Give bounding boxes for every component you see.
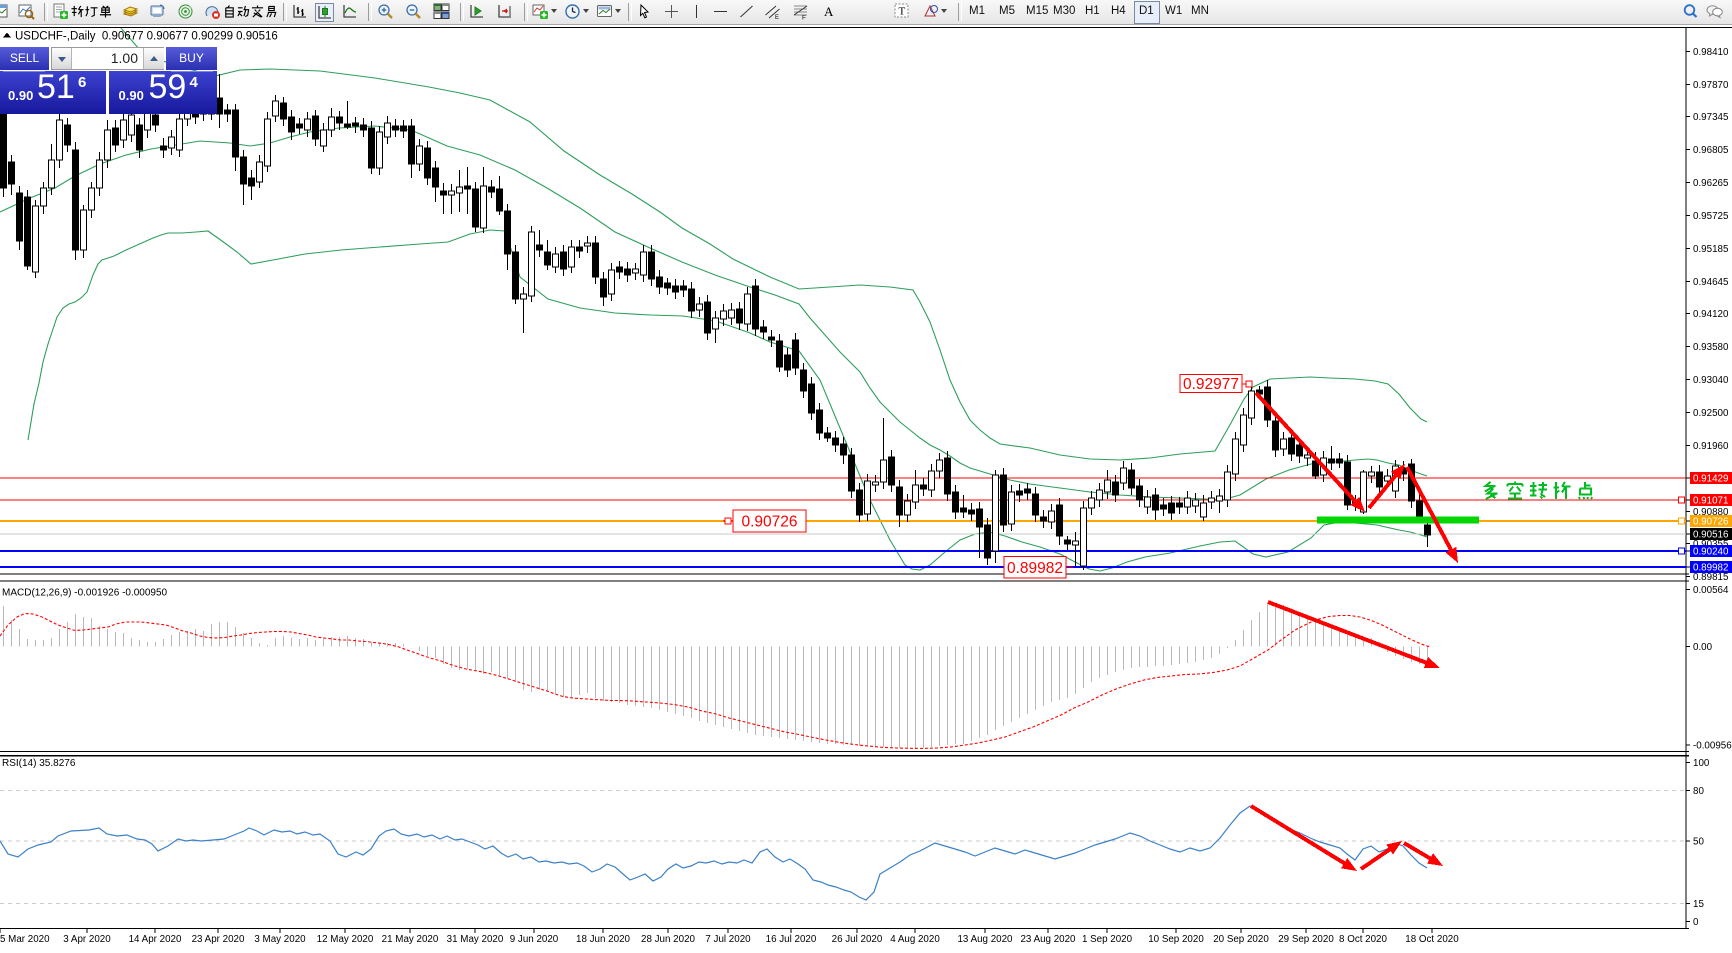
- svg-text:0.97345: 0.97345: [1693, 112, 1729, 123]
- svg-text:0.90355: 0.90355: [1693, 539, 1729, 550]
- svg-text:80: 80: [1693, 786, 1704, 797]
- svg-text:0.89815: 0.89815: [1693, 572, 1729, 583]
- svg-text:0.96805: 0.96805: [1693, 145, 1729, 156]
- svg-text:0.96265: 0.96265: [1693, 178, 1729, 189]
- svg-text:A: A: [824, 4, 834, 19]
- svg-text:0.90240: 0.90240: [1693, 547, 1729, 558]
- svg-text:4 Aug 2020: 4 Aug 2020: [890, 934, 940, 945]
- svg-text:20 Sep 2020: 20 Sep 2020: [1213, 934, 1269, 945]
- svg-text:0.90880: 0.90880: [1693, 507, 1729, 518]
- svg-text:0.89982: 0.89982: [1693, 563, 1728, 574]
- svg-text:28 Jun 2020: 28 Jun 2020: [641, 934, 695, 945]
- svg-text:0.90726: 0.90726: [1693, 517, 1729, 528]
- svg-text:18 Oct 2020: 18 Oct 2020: [1405, 934, 1459, 945]
- svg-text:0.91960: 0.91960: [1693, 441, 1729, 452]
- svg-text:0.91071: 0.91071: [1693, 496, 1728, 507]
- svg-text:31 May 2020: 31 May 2020: [447, 934, 504, 945]
- svg-text:0.00564: 0.00564: [1693, 585, 1729, 596]
- svg-text:50: 50: [1693, 836, 1704, 847]
- svg-text:8 Oct 2020: 8 Oct 2020: [1339, 934, 1387, 945]
- svg-text:100: 100: [1693, 758, 1710, 769]
- svg-text:F: F: [802, 15, 806, 21]
- svg-text:0.90726: 0.90726: [741, 514, 797, 531]
- svg-text:1 Sep 2020: 1 Sep 2020: [1082, 934, 1133, 945]
- svg-text:-0.009565: -0.009565: [1693, 741, 1732, 752]
- svg-text:0.94120: 0.94120: [1693, 309, 1729, 320]
- svg-text:5 Mar 2020: 5 Mar 2020: [0, 934, 50, 945]
- svg-text:0.90516: 0.90516: [1693, 530, 1729, 541]
- svg-text:14 Apr 2020: 14 Apr 2020: [129, 934, 182, 945]
- svg-text:0.93580: 0.93580: [1693, 342, 1729, 353]
- svg-text:12 May 2020: 12 May 2020: [317, 934, 374, 945]
- svg-text:MACD(12,26,9) -0.001926 -0.000: MACD(12,26,9) -0.001926 -0.000950: [2, 588, 168, 599]
- svg-text:3 Apr 2020: 3 Apr 2020: [63, 934, 111, 945]
- svg-text:3 May 2020: 3 May 2020: [254, 934, 306, 945]
- svg-text:0: 0: [1693, 917, 1699, 928]
- svg-text:0.92977: 0.92977: [1183, 376, 1239, 393]
- svg-text:0.97870: 0.97870: [1693, 80, 1729, 91]
- svg-text:26 Jul 2020: 26 Jul 2020: [832, 934, 883, 945]
- svg-text:0.93040: 0.93040: [1693, 375, 1729, 386]
- svg-text:0.00: 0.00: [1693, 642, 1713, 653]
- svg-text:15: 15: [1693, 899, 1704, 910]
- svg-text:RSI(14) 35.8276: RSI(14) 35.8276: [2, 758, 76, 769]
- svg-text:13 Aug 2020: 13 Aug 2020: [957, 934, 1013, 945]
- svg-text:T: T: [899, 6, 906, 18]
- svg-text:0.95725: 0.95725: [1693, 211, 1729, 222]
- svg-text:23 Aug 2020: 23 Aug 2020: [1020, 934, 1076, 945]
- svg-text:0.95185: 0.95185: [1693, 244, 1729, 255]
- svg-text:0.91429: 0.91429: [1693, 474, 1728, 485]
- svg-text:10 Sep 2020: 10 Sep 2020: [1148, 934, 1204, 945]
- svg-text:29 Sep 2020: 29 Sep 2020: [1278, 934, 1334, 945]
- svg-text:USDCHF-,Daily 0.90677 0.90677: USDCHF-,Daily 0.90677 0.90677 0.90299 0.…: [15, 31, 278, 43]
- svg-text:21 May 2020: 21 May 2020: [382, 934, 439, 945]
- svg-text:0.94645: 0.94645: [1693, 277, 1729, 288]
- svg-text:0.92500: 0.92500: [1693, 408, 1729, 419]
- svg-text:0.98410: 0.98410: [1693, 47, 1729, 58]
- svg-text:9 Jun 2020: 9 Jun 2020: [510, 934, 559, 945]
- svg-text:23 Apr 2020: 23 Apr 2020: [192, 934, 245, 945]
- svg-text:E: E: [775, 15, 779, 20]
- svg-text:16 Jul 2020: 16 Jul 2020: [766, 934, 817, 945]
- svg-text:18 Jun 2020: 18 Jun 2020: [576, 934, 630, 945]
- svg-text:7 Jul 2020: 7 Jul 2020: [705, 934, 751, 945]
- svg-text:0.89982: 0.89982: [1007, 560, 1063, 577]
